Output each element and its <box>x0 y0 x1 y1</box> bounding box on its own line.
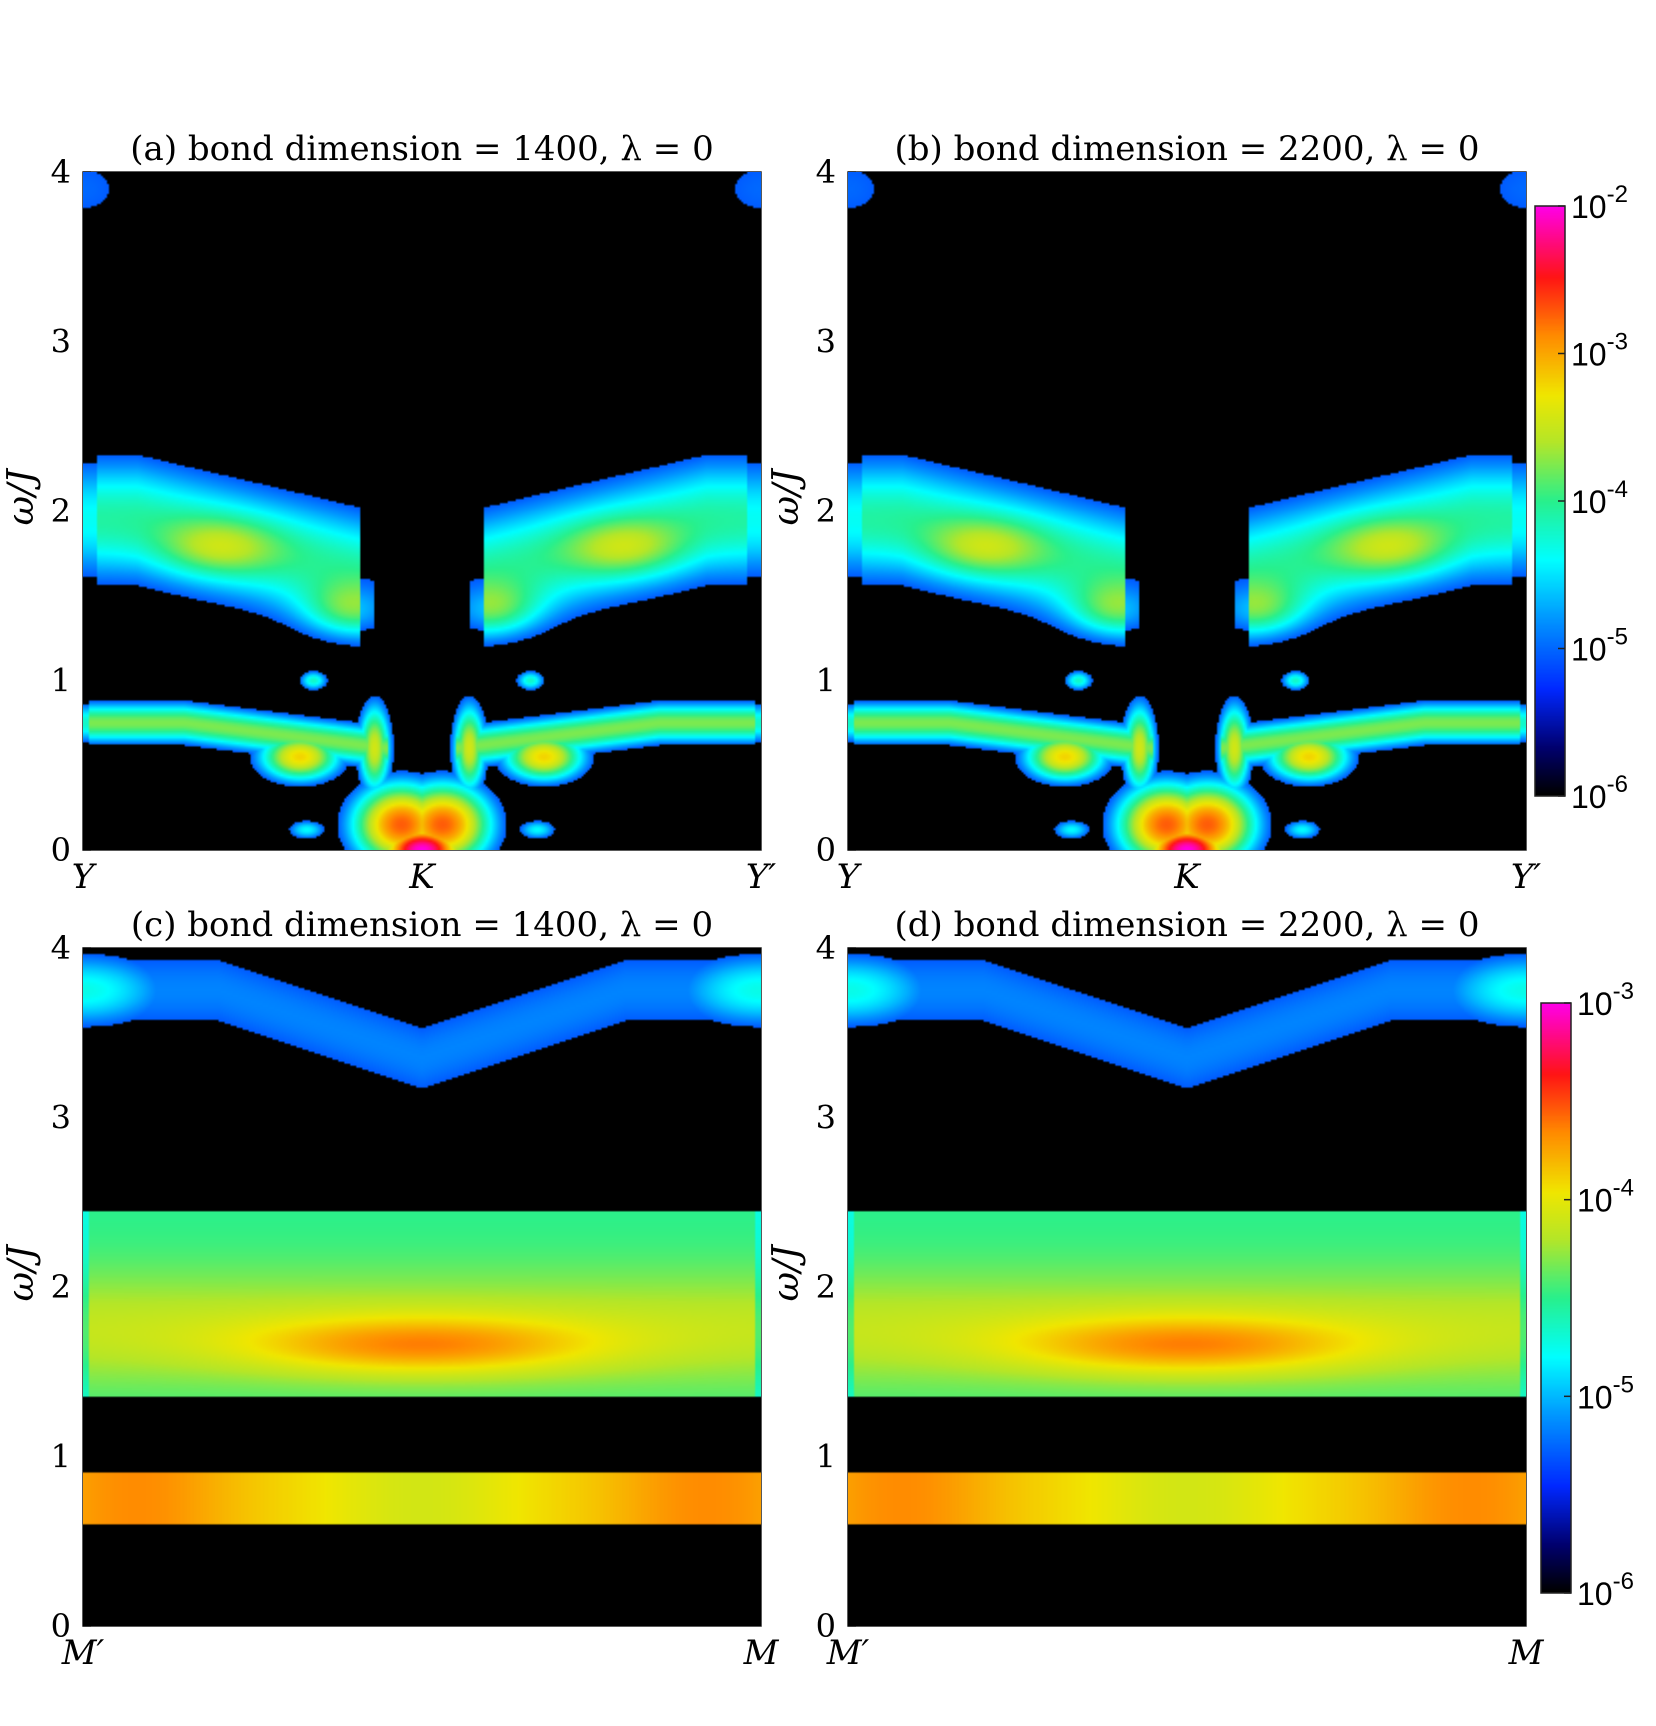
heatmap-image <box>848 172 1526 850</box>
x-tick-label: Y′ <box>1511 857 1541 897</box>
y-axis-label: ω/J <box>766 467 807 525</box>
x-tick-label: K <box>1173 857 1202 897</box>
x-tick-label: M <box>1508 1633 1545 1673</box>
y-tick-label: 1 <box>816 662 836 700</box>
heatmap-image <box>83 948 761 1626</box>
y-tick-label: 3 <box>51 323 71 361</box>
y-axis-label: ω/J <box>1 1243 42 1301</box>
y-tick-label: 4 <box>816 153 836 191</box>
y-tick-label: 2 <box>816 1268 836 1306</box>
colorbar-gradient <box>1541 1003 1571 1593</box>
x-tick-label: Y′ <box>746 857 776 897</box>
y-tick-label: 2 <box>51 492 71 530</box>
x-tick-label: M <box>743 1633 780 1673</box>
colorbar-b: 10-6 10-5 10-4 10-3 10-2 <box>1534 181 1628 815</box>
colorbar-tick-label: 10-5 <box>1577 1371 1634 1415</box>
x-tick-label: K <box>408 857 437 897</box>
colorbar-tick-label: 10-3 <box>1577 978 1634 1022</box>
heatmap-image <box>83 172 761 850</box>
colorbar-d: 10-6 10-5 10-4 10-3 <box>1540 978 1634 1612</box>
y-tick-label: 4 <box>816 929 836 967</box>
y-axis-label: ω/J <box>766 1243 807 1301</box>
colorbar-tick-label: 10-6 <box>1571 771 1628 815</box>
y-tick-label: 4 <box>51 153 71 191</box>
panel-title: (a) bond dimension = 1400, λ = 0 <box>130 129 713 169</box>
panel-a: (a) bond dimension = 1400, λ = 0 0 1 2 3 4 ω/J… <box>1 129 776 897</box>
y-tick-label: 2 <box>816 492 836 530</box>
colorbar-tick-label: 10-4 <box>1571 476 1628 520</box>
panel-d: (d) bond dimension = 2200, λ = 0 0 1 2 3 4 ω/J… <box>766 905 1545 1673</box>
colorbar-tick-label: 10-2 <box>1571 181 1628 225</box>
y-tick-label: 2 <box>51 1268 71 1306</box>
y-tick-label: 3 <box>816 1099 836 1137</box>
colorbar-frame <box>1540 1002 1572 1594</box>
y-tick-label: 0 <box>816 831 836 869</box>
y-tick-label: 0 <box>816 1607 836 1645</box>
x-tick-label: Y <box>837 857 863 897</box>
panel-title: (d) bond dimension = 2200, λ = 0 <box>895 905 1480 945</box>
y-tick-label: 4 <box>51 929 71 967</box>
colorbar-tick-label: 10-6 <box>1577 1568 1634 1612</box>
x-tick-label: M′ <box>826 1633 870 1673</box>
colorbar-tick-label: 10-5 <box>1571 624 1628 668</box>
heatmap-image <box>848 948 1526 1626</box>
panel-title: (b) bond dimension = 2200, λ = 0 <box>895 129 1480 169</box>
y-tick-label: 3 <box>51 1099 71 1137</box>
x-tick-label: M′ <box>61 1633 105 1673</box>
panel-title: (c) bond dimension = 1400, λ = 0 <box>131 905 713 945</box>
y-tick-label: 1 <box>51 1438 71 1476</box>
y-tick-label: 3 <box>816 323 836 361</box>
y-tick-label: 0 <box>51 1607 71 1645</box>
x-tick-label: Y <box>72 857 98 897</box>
colorbar-tick-label: 10-4 <box>1577 1175 1634 1219</box>
y-tick-label: 0 <box>51 831 71 869</box>
y-tick-label: 1 <box>816 1438 836 1476</box>
y-axis-label: ω/J <box>1 467 42 525</box>
y-tick-label: 1 <box>51 662 71 700</box>
colorbar-tick-label: 10-3 <box>1571 329 1628 373</box>
